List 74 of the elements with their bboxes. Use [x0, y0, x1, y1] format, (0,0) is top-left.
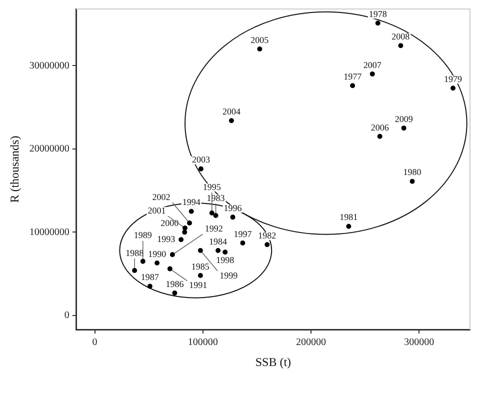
point	[198, 272, 203, 278]
point	[346, 224, 352, 229]
annotation: 1979	[444, 74, 463, 84]
annotation: 2003	[192, 154, 210, 165]
point	[410, 178, 415, 184]
annotation: 1980	[403, 167, 422, 178]
annotation: 2002	[152, 192, 170, 202]
point	[350, 83, 356, 88]
y-tick-label: 20000000	[29, 144, 70, 155]
y-tick-label: 10000000	[29, 226, 70, 238]
annotation: 1986	[166, 278, 184, 289]
annotation: 1991	[189, 280, 208, 290]
point	[264, 242, 270, 248]
point	[182, 230, 188, 235]
point	[198, 248, 203, 253]
x-tick-label: 200000	[296, 337, 326, 348]
point	[216, 248, 221, 253]
x-tick-label: 0	[92, 337, 98, 348]
point	[170, 252, 175, 258]
point	[140, 258, 146, 264]
annotation: 1997	[234, 228, 252, 239]
point	[401, 126, 406, 131]
y-tick-label: 0	[64, 310, 70, 322]
annotation: 1994	[182, 197, 201, 208]
annotation: 2009	[394, 114, 414, 124]
annotation: 1984	[209, 236, 228, 246]
annotation: 1996	[224, 203, 242, 214]
annotation: 1978	[368, 9, 388, 20]
annotation: 2008	[392, 32, 410, 42]
point	[172, 290, 178, 296]
y-axis-title: R (thousands)	[7, 136, 22, 203]
y-tick-label: 30000000	[29, 60, 70, 72]
annotation: 1998	[216, 255, 235, 266]
annotation: 1981	[340, 212, 358, 222]
annotation: 2000	[160, 218, 180, 228]
point	[188, 208, 194, 214]
point	[257, 46, 262, 52]
point	[187, 220, 192, 226]
point	[154, 260, 160, 266]
point	[450, 86, 456, 91]
x-tick-label: 100000	[188, 337, 218, 348]
point	[182, 226, 188, 231]
point	[375, 20, 380, 26]
annotation: 1987	[140, 272, 160, 282]
annotation: 1990	[148, 248, 167, 259]
x-tick-label: 300000	[404, 337, 434, 348]
annotation: 2005	[250, 34, 270, 45]
point	[228, 118, 234, 124]
point	[132, 268, 138, 273]
annotation: 2001	[148, 205, 166, 216]
annotation: 2007	[363, 60, 382, 70]
point	[370, 71, 375, 76]
point	[230, 214, 236, 220]
annotation: 1995	[202, 182, 222, 192]
x-axis-title: SSB (t)	[255, 354, 292, 369]
annotation: 1993	[157, 234, 176, 244]
point	[398, 43, 404, 48]
point	[209, 210, 214, 216]
annotation: 1982	[258, 230, 276, 241]
annotation: 2006	[370, 122, 390, 132]
annotation: 1989	[134, 230, 152, 240]
annotation: 2004	[222, 106, 241, 116]
point	[213, 213, 218, 218]
point	[178, 237, 184, 242]
annotation: 1992	[204, 224, 223, 234]
point	[240, 240, 246, 246]
point	[167, 266, 172, 272]
annotation: 1977	[344, 71, 362, 82]
annotation: 1985	[191, 261, 210, 272]
point	[147, 284, 152, 289]
annotation: 1999	[220, 270, 238, 280]
point	[222, 250, 228, 255]
point	[198, 166, 204, 172]
point	[377, 134, 382, 139]
